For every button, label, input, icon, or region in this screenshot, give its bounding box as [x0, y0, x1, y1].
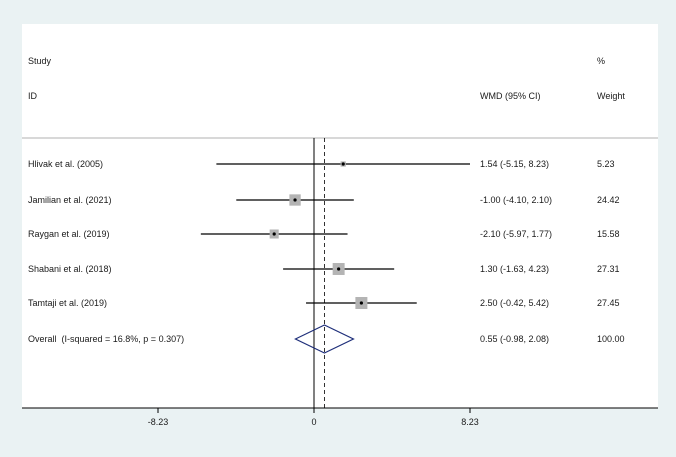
study-label: Hlivak et al. (2005) [28, 159, 103, 169]
point-estimate [359, 301, 363, 305]
study-row: Raygan et al. (2019) -2.10 (-5.97, 1.77) 1… [28, 229, 620, 239]
overall-diamond [294, 324, 355, 354]
study-row: Tamtaji et al. (2019) 2.50 (-0.42, 5.42) 2… [28, 297, 620, 309]
weight-value: 27.45 [597, 298, 620, 308]
x-tick-label: -8.23 [148, 417, 169, 427]
ci-text: 1.54 (-5.15, 8.23) [480, 159, 549, 169]
study-row: Hlivak et al. (2005) 1.54 (-5.15, 8.23) 5.… [28, 159, 615, 169]
ci-text: 1.30 (-1.63, 4.23) [480, 264, 549, 274]
study-row: Shabani et al. (2018) 1.30 (-1.63, 4.23) 2… [28, 263, 620, 275]
study-label: Raygan et al. (2019) [28, 229, 110, 239]
x-tick-label: 0 [311, 417, 316, 427]
ci-text: 2.50 (-0.42, 5.42) [480, 298, 549, 308]
point-estimate [337, 267, 341, 271]
weight-value: 27.31 [597, 264, 620, 274]
study-row: Jamilian et al. (2021) -1.00 (-4.10, 2.10… [28, 194, 620, 206]
study-label: Shabani et al. (2018) [28, 264, 112, 274]
overall-row: Overall (I-squared = 16.8%, p = 0.307) 0.… [28, 324, 625, 354]
point-estimate [341, 162, 345, 166]
ci-text: -1.00 (-4.10, 2.10) [480, 195, 552, 205]
header-study: Study [28, 56, 52, 66]
point-estimate [293, 198, 297, 202]
overall-ci-text: 0.55 (-0.98, 2.08) [480, 334, 549, 344]
overall-weight: 100.00 [597, 334, 625, 344]
header-id: ID [28, 91, 38, 101]
weight-value: 15.58 [597, 229, 620, 239]
point-estimate [272, 232, 276, 236]
x-tick-label: 8.23 [461, 417, 479, 427]
header-percent: % [597, 56, 605, 66]
study-label: Jamilian et al. (2021) [28, 195, 112, 205]
overall-label: Overall (I-squared = 16.8%, p = 0.307) [28, 334, 184, 344]
ci-text: -2.10 (-5.97, 1.77) [480, 229, 552, 239]
study-label: Tamtaji et al. (2019) [28, 298, 107, 308]
plot-background [22, 24, 658, 408]
header-effect: WMD (95% CI) [480, 91, 541, 101]
weight-value: 24.42 [597, 195, 620, 205]
header-weight: Weight [597, 91, 625, 101]
weight-value: 5.23 [597, 159, 615, 169]
